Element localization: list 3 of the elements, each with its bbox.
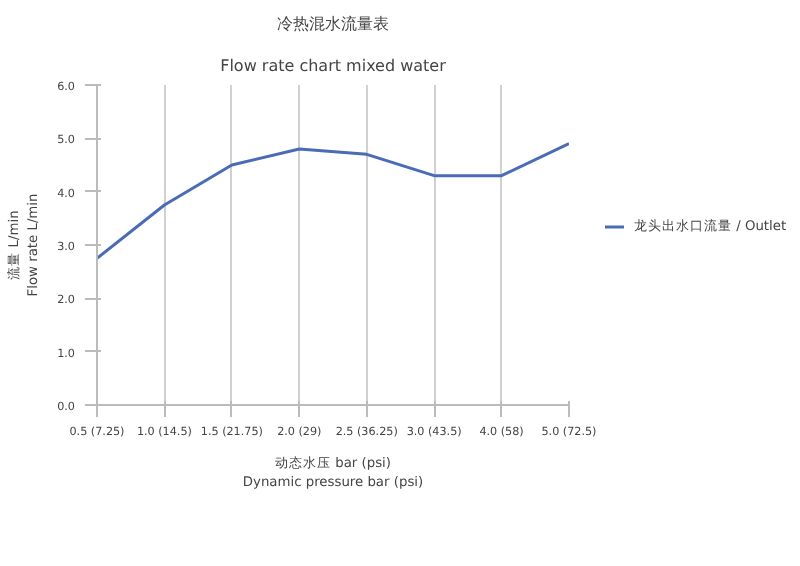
line-series bbox=[97, 142, 569, 260]
chart-title: 冷热混水流量表 bbox=[277, 15, 389, 33]
chart-subtitle: Flow rate chart mixed water bbox=[220, 57, 448, 75]
